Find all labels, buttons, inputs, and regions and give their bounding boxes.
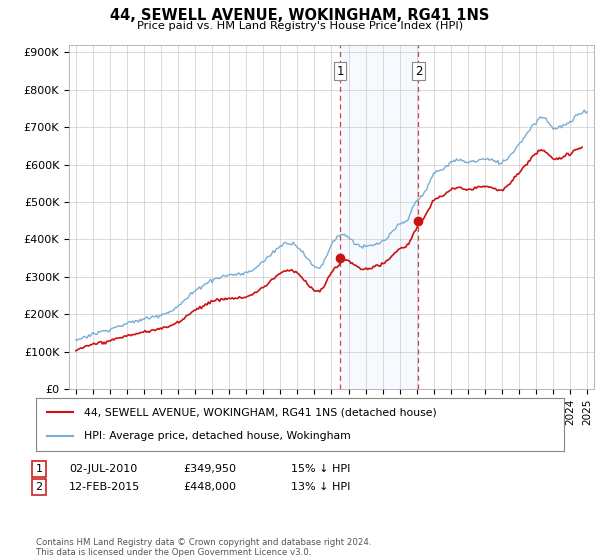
Text: HPI: Average price, detached house, Wokingham: HPI: Average price, detached house, Woki… <box>83 431 350 441</box>
Bar <box>340 45 418 389</box>
Text: Price paid vs. HM Land Registry's House Price Index (HPI): Price paid vs. HM Land Registry's House … <box>137 21 463 31</box>
Text: 1: 1 <box>35 464 43 474</box>
Text: 1: 1 <box>336 64 344 77</box>
Text: 02-JUL-2010: 02-JUL-2010 <box>69 464 137 474</box>
Text: £349,950: £349,950 <box>183 464 236 474</box>
Text: 2: 2 <box>35 482 43 492</box>
Text: 44, SEWELL AVENUE, WOKINGHAM, RG41 1NS: 44, SEWELL AVENUE, WOKINGHAM, RG41 1NS <box>110 8 490 24</box>
Text: 44, SEWELL AVENUE, WOKINGHAM, RG41 1NS (detached house): 44, SEWELL AVENUE, WOKINGHAM, RG41 1NS (… <box>83 408 436 418</box>
Text: 12-FEB-2015: 12-FEB-2015 <box>69 482 140 492</box>
Text: 2: 2 <box>415 64 422 77</box>
Text: 13% ↓ HPI: 13% ↓ HPI <box>291 482 350 492</box>
Text: 15% ↓ HPI: 15% ↓ HPI <box>291 464 350 474</box>
Text: Contains HM Land Registry data © Crown copyright and database right 2024.
This d: Contains HM Land Registry data © Crown c… <box>36 538 371 557</box>
Text: £448,000: £448,000 <box>183 482 236 492</box>
